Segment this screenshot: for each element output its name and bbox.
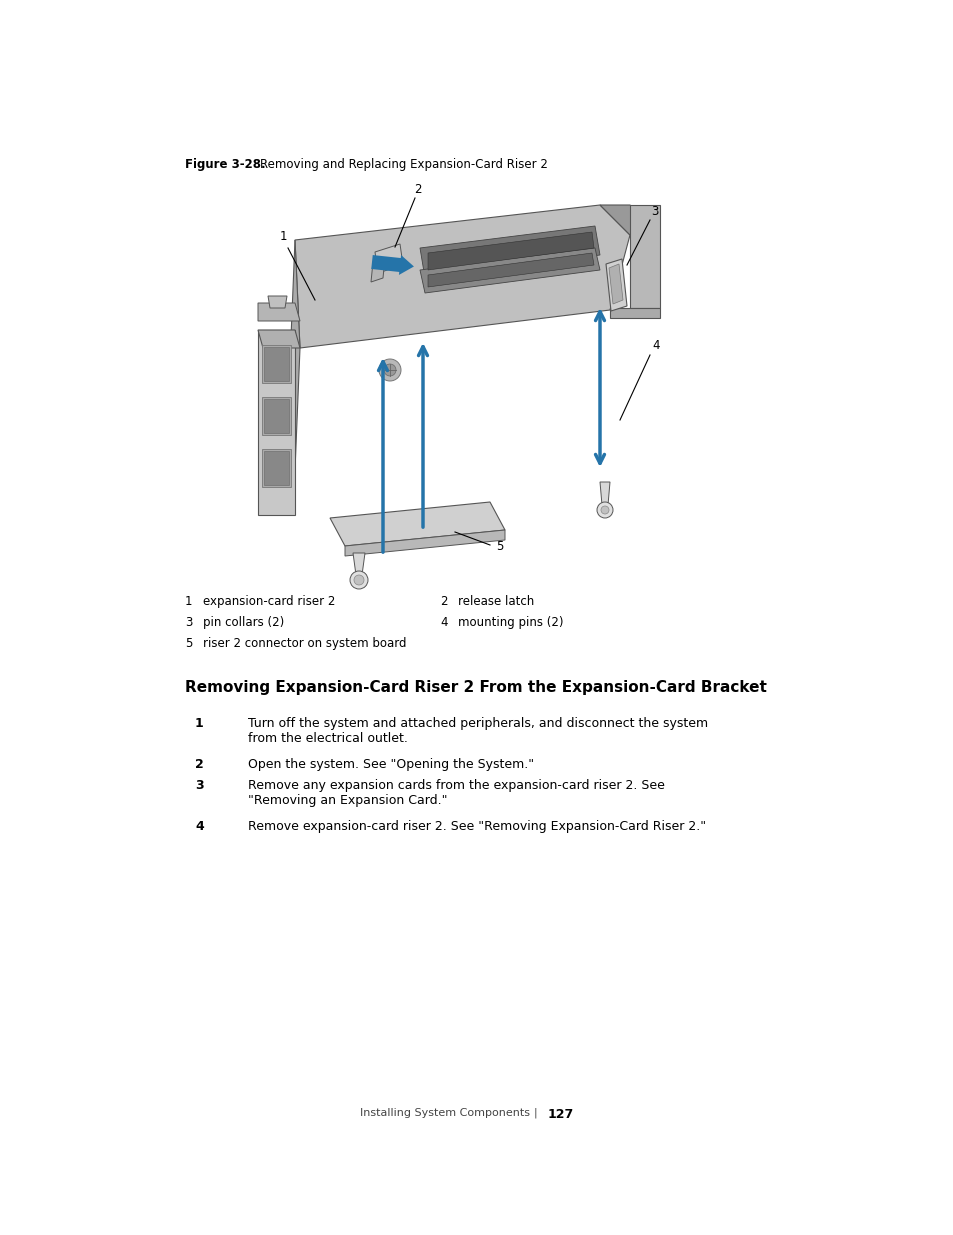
Polygon shape	[353, 553, 365, 576]
Text: |: |	[533, 1108, 537, 1119]
Circle shape	[597, 501, 613, 517]
FancyArrow shape	[371, 256, 414, 275]
Polygon shape	[262, 450, 291, 487]
Text: 5: 5	[185, 637, 193, 650]
Circle shape	[600, 506, 608, 514]
Text: pin collars (2): pin collars (2)	[203, 616, 284, 629]
Polygon shape	[264, 347, 289, 382]
Text: Remove any expansion cards from the expansion-card riser 2. See
"Removing an Exp: Remove any expansion cards from the expa…	[248, 779, 664, 806]
Text: Remove expansion-card riser 2. See "Removing Expansion-Card Riser 2.": Remove expansion-card riser 2. See "Remo…	[248, 820, 705, 832]
Text: 2: 2	[194, 758, 204, 771]
Text: 4: 4	[652, 338, 659, 352]
Text: Turn off the system and attached peripherals, and disconnect the system
from the: Turn off the system and attached periphe…	[248, 718, 707, 745]
Polygon shape	[605, 259, 626, 311]
Text: Installing System Components: Installing System Components	[359, 1108, 530, 1118]
Polygon shape	[419, 226, 599, 278]
Polygon shape	[428, 232, 594, 270]
Text: expansion-card riser 2: expansion-card riser 2	[203, 595, 335, 608]
Polygon shape	[257, 330, 294, 515]
Text: 2: 2	[414, 183, 421, 196]
Polygon shape	[609, 308, 659, 317]
Circle shape	[350, 571, 368, 589]
Text: 3: 3	[185, 616, 193, 629]
Polygon shape	[264, 451, 289, 485]
Text: 5: 5	[496, 541, 503, 553]
Text: riser 2 connector on system board: riser 2 connector on system board	[203, 637, 406, 650]
Polygon shape	[599, 205, 659, 235]
Text: 4: 4	[194, 820, 204, 832]
Polygon shape	[262, 345, 291, 383]
Polygon shape	[330, 501, 504, 546]
Text: mounting pins (2): mounting pins (2)	[457, 616, 563, 629]
Circle shape	[354, 576, 364, 585]
Polygon shape	[257, 303, 299, 321]
Polygon shape	[371, 258, 385, 282]
Text: 3: 3	[194, 779, 203, 792]
Polygon shape	[257, 330, 299, 348]
Text: 3: 3	[651, 205, 658, 219]
Polygon shape	[629, 205, 659, 308]
Circle shape	[378, 359, 400, 382]
Text: 1: 1	[185, 595, 193, 608]
Polygon shape	[599, 482, 609, 505]
Polygon shape	[608, 264, 622, 304]
Polygon shape	[290, 240, 299, 471]
Text: Removing Expansion-Card Riser 2 From the Expansion-Card Bracket: Removing Expansion-Card Riser 2 From the…	[185, 680, 766, 695]
Text: 4: 4	[439, 616, 447, 629]
Circle shape	[384, 364, 395, 375]
Polygon shape	[262, 396, 291, 435]
Text: release latch: release latch	[457, 595, 534, 608]
Text: Figure 3-28.: Figure 3-28.	[185, 158, 265, 170]
Polygon shape	[375, 245, 402, 273]
Text: 1: 1	[194, 718, 204, 730]
Text: Removing and Replacing Expansion-Card Riser 2: Removing and Replacing Expansion-Card Ri…	[260, 158, 547, 170]
Text: 127: 127	[547, 1108, 574, 1121]
Text: 2: 2	[439, 595, 447, 608]
Text: 1: 1	[279, 230, 287, 243]
Polygon shape	[428, 253, 594, 287]
Text: Open the system. See "Opening the System.": Open the system. See "Opening the System…	[248, 758, 534, 771]
Polygon shape	[419, 248, 599, 293]
Polygon shape	[268, 296, 287, 308]
Polygon shape	[345, 530, 504, 556]
Polygon shape	[264, 399, 289, 433]
Polygon shape	[294, 205, 629, 348]
